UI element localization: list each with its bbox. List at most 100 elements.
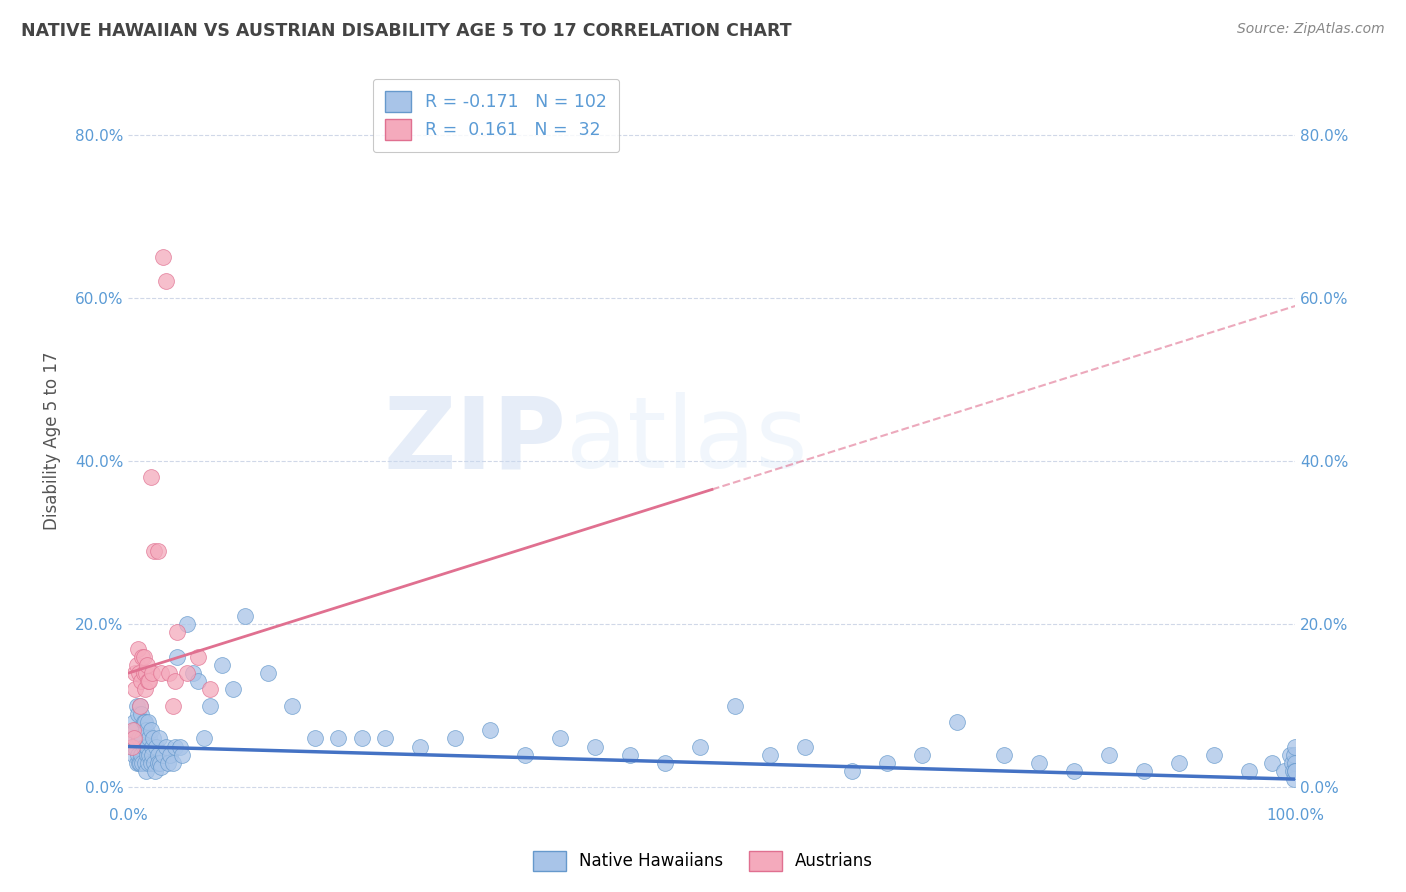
Point (135, 739, 157, 754)
Point (155, 739, 177, 754)
Point (129, 698, 152, 713)
Point (876, 756, 898, 770)
Point (198, 682, 221, 697)
Point (143, 543, 166, 558)
Point (911, 747, 934, 762)
Point (125, 698, 148, 713)
Text: NATIVE HAWAIIAN VS AUSTRIAN DISABILITY AGE 5 TO 17 CORRELATION CHART: NATIVE HAWAIIAN VS AUSTRIAN DISABILITY A… (21, 22, 792, 40)
Point (122, 747, 145, 762)
Point (181, 666, 204, 681)
Point (136, 756, 159, 770)
Point (515, 747, 537, 762)
Text: ZIP: ZIP (384, 392, 567, 489)
Point (1028, 756, 1050, 770)
Point (145, 739, 167, 754)
Point (122, 731, 145, 746)
Point (444, 731, 467, 746)
Point (165, 739, 187, 754)
Point (1202, 747, 1225, 762)
Point (162, 756, 184, 770)
Point (176, 617, 198, 632)
Point (166, 649, 188, 664)
Point (328, 731, 350, 746)
Point (1282, 764, 1305, 778)
Point (1284, 764, 1306, 778)
Point (138, 731, 160, 746)
Point (122, 731, 145, 746)
Point (146, 756, 169, 770)
Point (350, 731, 373, 746)
Point (1284, 772, 1306, 786)
Point (1278, 747, 1301, 762)
Point (139, 756, 162, 770)
Point (170, 747, 193, 762)
Point (131, 649, 153, 664)
Point (143, 756, 166, 770)
Point (1281, 756, 1303, 770)
Point (157, 666, 180, 681)
Point (127, 747, 149, 762)
Point (136, 739, 159, 754)
Point (129, 698, 152, 713)
Point (222, 682, 245, 697)
Point (193, 731, 215, 746)
Point (689, 739, 711, 754)
Point (146, 543, 169, 558)
Point (136, 657, 159, 672)
Point (122, 714, 145, 729)
Point (176, 666, 198, 681)
Point (1132, 764, 1154, 778)
Point (162, 698, 184, 713)
Point (211, 657, 233, 672)
Point (654, 756, 676, 770)
Point (794, 739, 817, 754)
Text: atlas: atlas (567, 392, 807, 489)
Point (1272, 764, 1295, 778)
Point (479, 723, 502, 738)
Point (583, 739, 606, 754)
Point (159, 747, 181, 762)
Point (148, 731, 170, 746)
Point (946, 714, 969, 729)
Point (1284, 756, 1306, 770)
Point (1284, 739, 1306, 754)
Point (135, 666, 157, 681)
Point (1237, 764, 1260, 778)
Point (152, 747, 174, 762)
Point (142, 731, 165, 746)
Point (1098, 747, 1121, 762)
Legend: R = -0.171   N = 102, R =  0.161   N =  32: R = -0.171 N = 102, R = 0.161 N = 32 (373, 78, 619, 153)
Point (146, 747, 169, 762)
Point (841, 764, 863, 778)
Point (124, 723, 146, 738)
Point (165, 674, 187, 689)
Point (233, 609, 256, 624)
Point (125, 756, 148, 770)
Point (139, 723, 162, 738)
Point (759, 747, 782, 762)
Point (169, 739, 191, 754)
Point (157, 756, 180, 770)
Point (187, 649, 209, 664)
Point (134, 756, 156, 770)
Point (132, 739, 155, 754)
Point (132, 666, 155, 681)
Point (138, 747, 160, 762)
Point (134, 714, 156, 729)
Point (143, 764, 166, 778)
Point (150, 760, 173, 774)
Point (136, 747, 159, 762)
Point (124, 666, 146, 681)
Point (155, 274, 177, 288)
Point (619, 747, 641, 762)
Point (135, 723, 157, 738)
Point (166, 625, 188, 640)
Point (121, 739, 143, 754)
Point (129, 747, 152, 762)
Point (139, 470, 162, 484)
Point (132, 649, 155, 664)
Point (125, 657, 148, 672)
Point (138, 674, 160, 689)
Point (134, 682, 156, 697)
Point (993, 747, 1015, 762)
